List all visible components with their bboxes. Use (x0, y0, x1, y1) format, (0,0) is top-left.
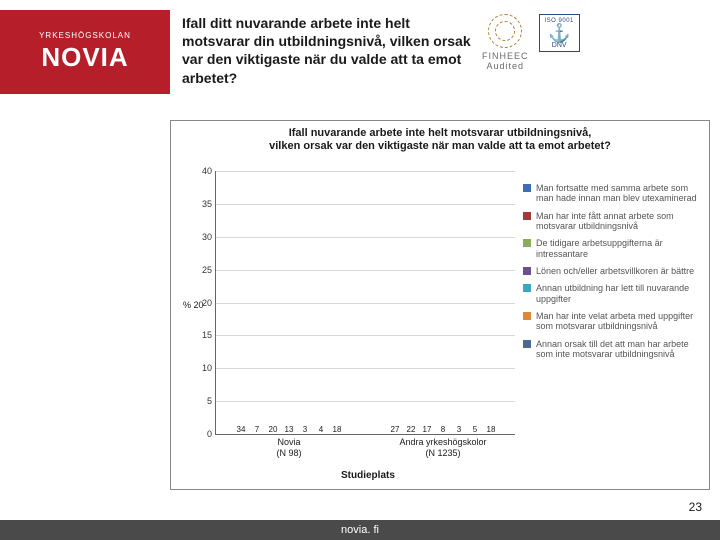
legend-swatch (523, 239, 531, 247)
bar-value: 22 (407, 425, 416, 434)
bar-value: 20 (269, 425, 278, 434)
legend-label: Man fortsatte med samma arbete som man h… (536, 183, 703, 204)
y-tick: 0 (207, 429, 212, 439)
y-tick: 5 (207, 396, 212, 406)
y-tick: 25 (202, 265, 212, 275)
novia-logo: YRKESHÖGSKOLAN NOVIA (0, 10, 170, 94)
bar-value: 13 (285, 425, 294, 434)
legend-label: Annan orsak till det att man har arbete … (536, 339, 703, 360)
bar-value: 4 (319, 425, 323, 434)
gridline (216, 204, 515, 205)
dnv-org: DNV (552, 42, 567, 49)
legend-label: De tidigare arbetsuppgifterna är intress… (536, 238, 703, 259)
chart-title-line2: vilken orsak var den viktigaste när man … (269, 140, 611, 152)
header: YRKESHÖGSKOLAN NOVIA Ifall ditt nuvarand… (0, 0, 720, 100)
legend-label: Man har inte velat arbeta med uppgifter … (536, 311, 703, 332)
y-tick: 30 (202, 232, 212, 242)
footer: novia. fi (0, 520, 720, 540)
x-category-label: Novia(N 98) (229, 437, 349, 459)
page-number: 23 (689, 500, 702, 514)
plot-area: 051015202530354034720133418Novia(N 98)27… (215, 171, 515, 435)
gridline (216, 171, 515, 172)
legend-item: Man fortsatte med samma arbete som man h… (523, 183, 703, 204)
slide-title: Ifall ditt nuvarande arbete inte helt mo… (182, 10, 482, 87)
bar-value: 3 (457, 425, 461, 434)
chart-title-line1: Ifall nuvarande arbete inte helt motsvar… (289, 127, 592, 139)
badges: FINHEEC Audited ISO 9001 ⚓ DNV (482, 10, 580, 71)
y-tick: 40 (202, 166, 212, 176)
finheec-name: FINHEEC (482, 51, 529, 61)
legend-label: Annan utbildning har lett till nuvarande… (536, 283, 703, 304)
legend-swatch (523, 340, 531, 348)
gridline (216, 401, 515, 402)
logo-title: NOVIA (41, 42, 128, 73)
logo-subtitle: YRKESHÖGSKOLAN (39, 31, 131, 40)
bar-value: 8 (441, 425, 445, 434)
y-tick: 35 (202, 199, 212, 209)
finheec-sub: Audited (486, 61, 524, 71)
legend: Man fortsatte med samma arbete som man h… (523, 183, 703, 366)
legend-item: Man har inte velat arbeta med uppgifter … (523, 311, 703, 332)
bar-value: 17 (423, 425, 432, 434)
legend-swatch (523, 312, 531, 320)
gridline (216, 237, 515, 238)
anchor-icon: ⚓ (548, 24, 570, 42)
legend-label: Man har inte fått annat arbete som motsv… (536, 211, 703, 232)
legend-swatch (523, 212, 531, 220)
gridline (216, 303, 515, 304)
seal-icon (488, 14, 522, 48)
bar-value: 27 (391, 425, 400, 434)
gridline (216, 335, 515, 336)
legend-item: Man har inte fått annat arbete som motsv… (523, 211, 703, 232)
bar-value: 5 (473, 425, 477, 434)
legend-item: De tidigare arbetsuppgifterna är intress… (523, 238, 703, 259)
gridline (216, 368, 515, 369)
x-category-label: Andra yrkeshögskolor(N 1235) (383, 437, 503, 459)
legend-item: Annan orsak till det att man har arbete … (523, 339, 703, 360)
chart-container: Ifall nuvarande arbete inte helt motsvar… (170, 120, 710, 490)
bar-value: 3 (303, 425, 307, 434)
bar-value: 7 (255, 425, 259, 434)
dnv-badge: ISO 9001 ⚓ DNV (539, 14, 580, 52)
finheec-badge: FINHEEC Audited (482, 14, 529, 71)
bar-value: 18 (333, 425, 342, 434)
legend-swatch (523, 184, 531, 192)
legend-swatch (523, 267, 531, 275)
legend-swatch (523, 284, 531, 292)
x-axis-label: Studieplats (341, 470, 395, 481)
chart-title: Ifall nuvarande arbete inte helt motsvar… (171, 121, 709, 155)
legend-label: Lönen och/eller arbetsvillkoren är bättr… (536, 266, 694, 276)
gridline (216, 270, 515, 271)
legend-item: Lönen och/eller arbetsvillkoren är bättr… (523, 266, 703, 276)
legend-item: Annan utbildning har lett till nuvarande… (523, 283, 703, 304)
bar-value: 18 (487, 425, 496, 434)
y-tick: 10 (202, 363, 212, 373)
y-axis-label: % 20 (183, 300, 204, 310)
y-tick: 15 (202, 330, 212, 340)
bar-value: 34 (237, 425, 246, 434)
